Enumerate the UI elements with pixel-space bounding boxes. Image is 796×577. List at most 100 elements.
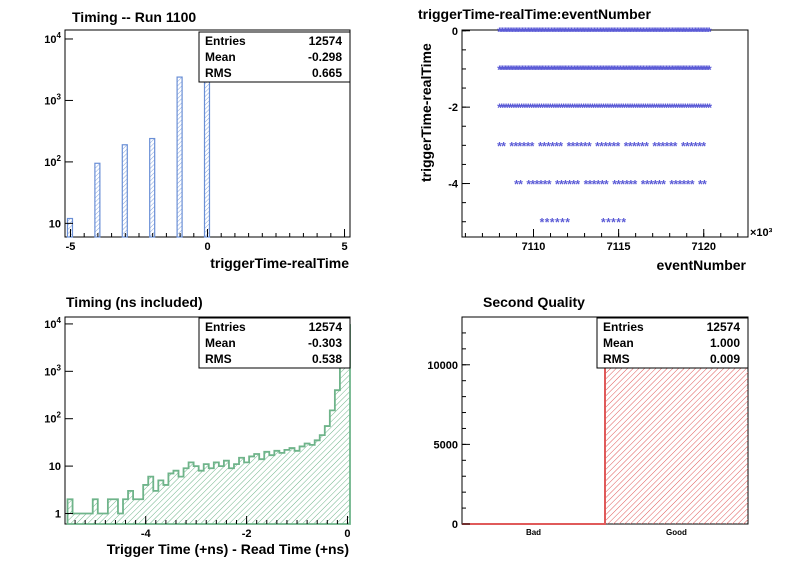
panel2-point: *	[502, 25, 507, 39]
panel2-point: *	[546, 25, 551, 39]
panel2-point: *	[555, 63, 560, 77]
panel2-point: *	[661, 25, 666, 39]
panel2-point: *	[509, 63, 514, 77]
panel2-point: *	[681, 101, 686, 115]
panel2-point: *	[676, 25, 681, 39]
panel1-stats-frame	[198, 31, 351, 83]
panel2-point: *	[632, 25, 637, 39]
panel2-point: *	[544, 101, 549, 115]
panel2-point: *	[595, 63, 600, 77]
panel2-point: *	[652, 25, 657, 39]
panel2-point: *	[690, 63, 695, 77]
panel2-point: *	[692, 25, 697, 39]
panel2-point: *	[612, 139, 617, 153]
panel2-point: *	[545, 25, 550, 39]
panel2-point: *	[529, 25, 534, 39]
panel2-point: *	[599, 101, 604, 115]
panel2-point: *	[583, 63, 588, 77]
panel2-point: *	[571, 63, 576, 77]
panel2-point: *	[632, 101, 637, 115]
panel2-point: *	[597, 101, 602, 115]
panel2-point: *	[586, 101, 591, 115]
panel3-stat-value: -0.303	[308, 336, 342, 350]
panel2-point: *	[540, 25, 545, 39]
panel2-point: *	[497, 63, 502, 77]
panel2-point: *	[574, 25, 579, 39]
panel3-ytick-label: 1	[55, 508, 61, 520]
panel2-point: *	[592, 63, 597, 77]
panel3-stats-box: Entries 12574 Mean -0.303 RMS 0.538	[198, 317, 351, 369]
panel2-point: *	[679, 101, 684, 115]
panel1-title: Timing -- Run 1100	[72, 9, 196, 25]
panel2-point: *	[541, 101, 546, 115]
panel2-point: *	[535, 63, 540, 77]
panel2-point: *	[679, 63, 684, 77]
panel2-point: *	[624, 63, 629, 77]
panel2-point: *	[670, 63, 675, 77]
panel2-point: *	[617, 63, 622, 77]
panel1-bar	[176, 76, 183, 238]
panel2-point: *	[625, 101, 630, 115]
panel2-point: *	[669, 25, 674, 39]
panel1-stat-label: Entries	[205, 34, 246, 48]
panel2-point: *	[607, 63, 612, 77]
panel2-point: *	[652, 101, 657, 115]
panel2-point: *	[610, 63, 615, 77]
panel2-point: *	[643, 63, 648, 77]
panel2-point: *	[583, 25, 588, 39]
panel2-point: *	[643, 25, 648, 39]
panel2-point: *	[520, 63, 525, 77]
panel2-point: *	[606, 101, 611, 115]
panel2-point: *	[649, 63, 654, 77]
panel2-point: *	[595, 139, 600, 153]
panel2-point: *	[580, 25, 585, 39]
panel2-point: *	[672, 25, 677, 39]
panel2-point: *	[571, 178, 576, 192]
panel4-category-label: Bad	[526, 528, 541, 537]
panel2-point: *	[641, 178, 646, 192]
panel2-point: *	[686, 25, 691, 39]
panel2-point: *	[552, 63, 557, 77]
panel2-point: *	[566, 101, 571, 115]
panel2-point: *	[557, 25, 562, 39]
panel2-point: *	[612, 63, 617, 77]
panel2-point: *	[572, 25, 577, 39]
panel2-point: *	[624, 25, 629, 39]
panel1-ytick-label: 103	[44, 92, 61, 107]
panel2-point: *	[667, 63, 672, 77]
panel2-point: *	[555, 25, 560, 39]
panel2-point: *	[561, 101, 566, 115]
panel2-point: *	[567, 178, 572, 192]
panel2-point: *	[579, 139, 584, 153]
panel2-point: *	[674, 101, 679, 115]
panel2-point: *	[640, 139, 645, 153]
panel1-stat-value: 12574	[309, 34, 343, 48]
panel2-point: *	[522, 139, 527, 153]
panel2-point: *	[506, 25, 511, 39]
panel2-point: *	[531, 25, 536, 39]
panel2-point: *	[563, 25, 568, 39]
panel2-point: *	[604, 63, 609, 77]
panel2-point: *	[623, 25, 628, 39]
panel2-point: *	[689, 63, 694, 77]
panel2-point: *	[656, 139, 661, 153]
panel2-point: *	[506, 63, 511, 77]
panel2-point: *	[661, 139, 666, 153]
panel2-point: *	[637, 25, 642, 39]
panel2-point: *	[696, 63, 701, 77]
panel2-point: *	[591, 25, 596, 39]
panel2-point: *	[539, 101, 544, 115]
panel2-point: *	[581, 63, 586, 77]
panel2-point: *	[549, 25, 554, 39]
panel2-point: *	[565, 216, 570, 230]
panel2-point: *	[566, 63, 571, 77]
panel2-point: *	[555, 101, 560, 115]
panel2-point: *	[519, 25, 524, 39]
panel2-point: *	[574, 63, 579, 77]
panel2-point: *	[500, 25, 505, 39]
panel2-point: *	[522, 25, 527, 39]
panel2-point: *	[679, 25, 684, 39]
panel4-stat-label: Mean	[603, 336, 634, 350]
panel2-point: *	[512, 25, 517, 39]
panel2-point: *	[578, 25, 583, 39]
